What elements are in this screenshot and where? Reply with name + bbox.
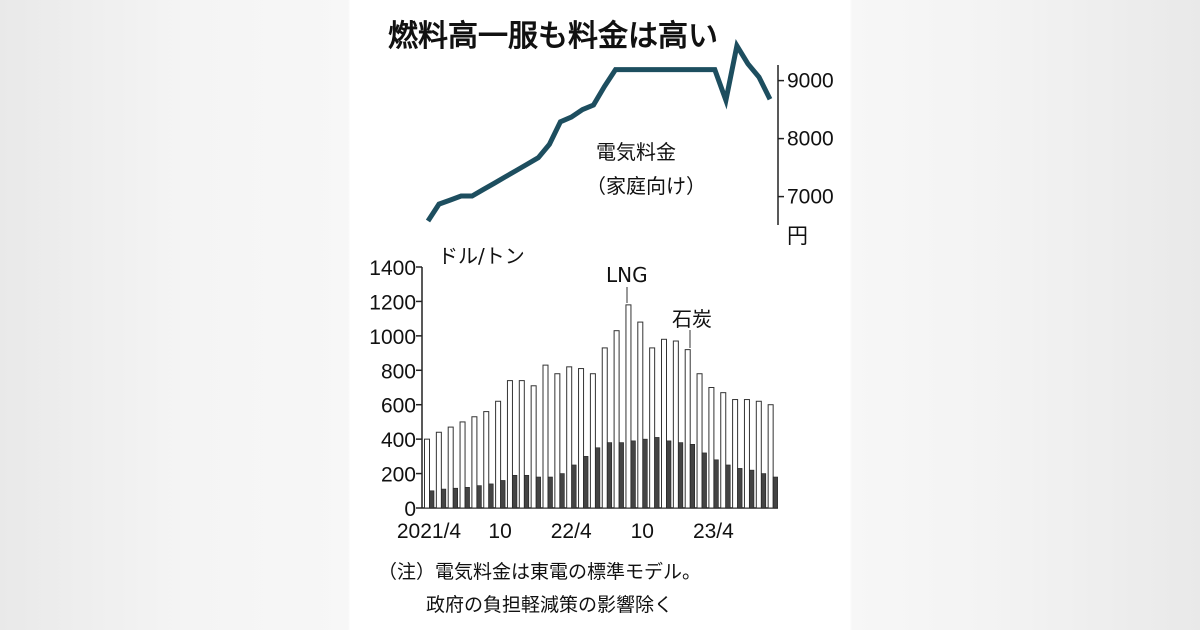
coal-bar bbox=[583, 456, 589, 509]
fuel-x-ticks: 2021/4 10 22/4 10 23/4 bbox=[397, 520, 734, 543]
lng-bar bbox=[471, 416, 478, 509]
lng-bar bbox=[696, 373, 703, 509]
lng-bar bbox=[495, 400, 502, 509]
coal-bar bbox=[772, 476, 778, 509]
lng-bar bbox=[578, 368, 585, 509]
chart-title: 燃料高一服も料金は高い bbox=[388, 19, 718, 54]
lng-bar bbox=[708, 387, 715, 509]
lng-bar bbox=[435, 431, 442, 509]
electricity-price-chart: 9000 8000 7000 円 電気料金 （家庭向け） bbox=[425, 39, 834, 248]
coal-bar bbox=[464, 487, 470, 509]
coal-bar bbox=[713, 459, 719, 509]
lng-bar bbox=[566, 366, 573, 509]
coal-bar bbox=[547, 476, 553, 509]
lng-bar bbox=[743, 399, 750, 509]
lng-bar bbox=[613, 330, 620, 509]
lng-bar bbox=[589, 373, 596, 509]
lng-bar bbox=[447, 426, 454, 509]
price-tick-label: 9000 bbox=[787, 70, 834, 93]
coal-bar bbox=[630, 440, 636, 509]
lng-bar bbox=[483, 411, 490, 509]
coal-bar bbox=[749, 469, 755, 509]
fuel-tick-label: 200 bbox=[381, 464, 416, 487]
price-axis-ticks: 9000 8000 7000 bbox=[778, 70, 834, 209]
lng-bar bbox=[601, 347, 608, 509]
coal-bar bbox=[666, 440, 672, 509]
coal-bar bbox=[488, 483, 494, 509]
coal-bar bbox=[524, 474, 530, 509]
lng-label: LNG bbox=[606, 263, 648, 287]
lng-bar bbox=[542, 364, 549, 509]
note-line-2: 政府の負担軽減策の影響除く bbox=[426, 594, 673, 616]
fuel-price-chart: ドル/トン 1400 1200 1000 800 600 400 200 0 2021/4 10… bbox=[369, 244, 778, 543]
coal-bar bbox=[452, 487, 458, 509]
chart-panel: 燃料高一服も料金は高い 9000 8000 7000 円 電気料金 （家庭向け） ド… bbox=[350, 0, 850, 630]
lng-bar bbox=[506, 380, 513, 509]
electricity-price-line bbox=[425, 39, 773, 223]
price-axis-unit: 円 bbox=[787, 225, 808, 248]
fuel-tick-label: 1000 bbox=[369, 326, 416, 349]
lng-bar bbox=[518, 380, 525, 509]
coal-bar bbox=[606, 442, 613, 509]
price-tick-label: 8000 bbox=[787, 128, 834, 151]
lng-bar bbox=[637, 321, 644, 509]
coal-bar bbox=[654, 437, 660, 509]
lng-bar bbox=[672, 340, 679, 509]
coal-bar bbox=[701, 452, 707, 509]
coal-bar bbox=[535, 476, 541, 509]
coal-bar bbox=[618, 442, 624, 509]
coal-bar bbox=[595, 447, 601, 509]
lng-bar bbox=[424, 438, 430, 509]
lng-bar bbox=[649, 347, 656, 509]
lng-bar bbox=[459, 421, 466, 509]
lng-bar bbox=[554, 373, 561, 509]
fuel-bars bbox=[424, 304, 778, 509]
fuel-x-tick-label: 23/4 bbox=[693, 520, 734, 543]
lng-bar bbox=[530, 385, 537, 509]
coal-bar bbox=[429, 490, 435, 509]
coal-bar bbox=[642, 438, 648, 509]
coal-bar bbox=[760, 473, 767, 509]
fuel-price-unit: ドル/トン bbox=[438, 244, 525, 268]
coal-bar bbox=[441, 488, 447, 509]
coal-bar bbox=[678, 442, 684, 509]
fuel-tick-label: 1200 bbox=[369, 291, 416, 314]
lng-bar bbox=[767, 404, 774, 509]
fuel-x-tick-label: 2021/4 bbox=[397, 520, 462, 543]
fuel-axis-ticks: 1400 1200 1000 800 600 400 200 0 bbox=[369, 257, 422, 521]
note-line-1: （注）電気料金は東電の標準モデル。 bbox=[378, 561, 701, 583]
fuel-tick-label: 1400 bbox=[369, 257, 416, 280]
lng-bar bbox=[732, 399, 739, 509]
fuel-tick-label: 0 bbox=[404, 498, 416, 521]
fuel-x-tick-label: 22/4 bbox=[551, 520, 592, 543]
fuel-x-tick-label: 10 bbox=[488, 520, 511, 543]
coal-bar bbox=[689, 444, 696, 509]
coal-bar bbox=[500, 480, 506, 509]
coal-bar bbox=[512, 474, 518, 509]
price-tick-label: 7000 bbox=[787, 186, 834, 209]
lng-bar bbox=[625, 304, 632, 509]
lng-bar bbox=[755, 400, 762, 509]
coal-bar bbox=[571, 464, 577, 509]
fuel-x-tick-label: 10 bbox=[631, 520, 654, 543]
coal-bar bbox=[737, 468, 743, 509]
coal-label: 石炭 bbox=[672, 307, 712, 331]
lng-bar bbox=[720, 392, 727, 509]
lng-bar bbox=[684, 349, 691, 509]
fuel-tick-label: 400 bbox=[381, 429, 416, 452]
coal-bar bbox=[725, 464, 731, 509]
fuel-tick-label: 600 bbox=[381, 395, 416, 418]
lng-bar bbox=[661, 338, 667, 509]
electricity-price-label: 電気料金 bbox=[596, 140, 676, 164]
coal-bar bbox=[559, 473, 565, 509]
coal-bar bbox=[476, 485, 482, 509]
electricity-price-label-sub: （家庭向け） bbox=[586, 174, 706, 198]
fuel-tick-label: 800 bbox=[381, 360, 416, 383]
